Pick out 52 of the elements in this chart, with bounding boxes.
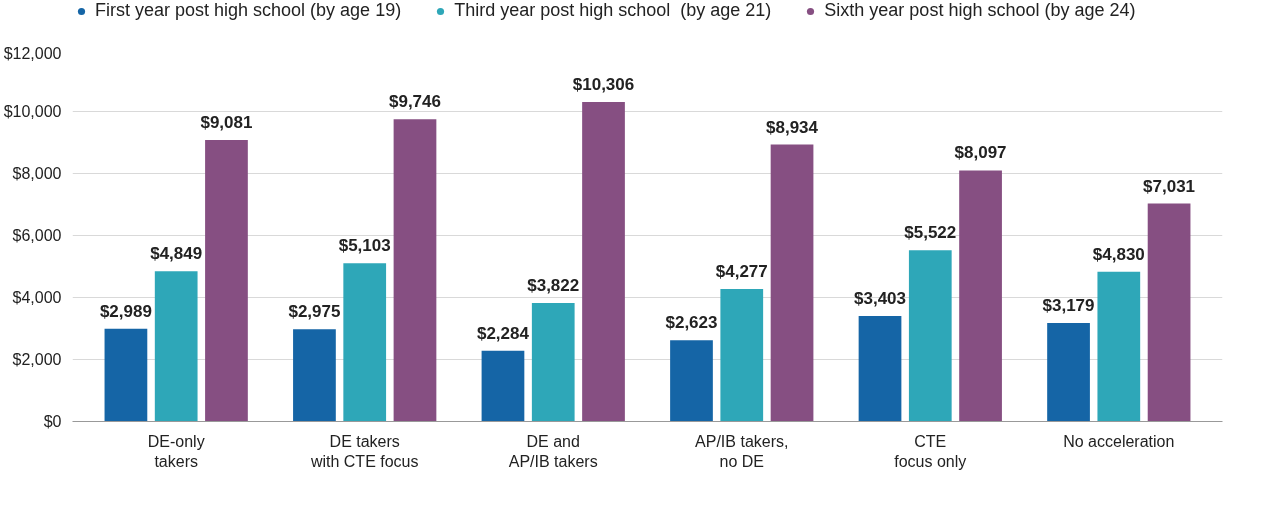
y-tick-label: $12,000 [3,44,62,62]
y-tick-label: $6,000 [12,227,62,244]
bar [770,144,814,422]
x-tick-label: DE-only takers [147,432,205,470]
y-tick-label: $4,000 [12,289,62,306]
data-label: $4,277 [715,261,768,281]
data-label: $9,746 [388,92,441,112]
data-label: $2,975 [288,302,341,322]
bar [582,102,625,422]
bar [1147,203,1191,422]
data-label: $10,306 [572,75,635,95]
data-label: $8,934 [766,117,819,137]
legend-label: Sixth year post high school (by age 24) [824,0,1136,21]
bar [1097,271,1141,422]
legend-label: Third year post high school (by age 21) [454,0,772,21]
x-tick-label: AP/IB takers, no DE [695,432,789,470]
bar [670,340,713,422]
bar [1047,322,1090,422]
bar [205,139,248,422]
x-tick-label: DE and AP/IB takers [508,432,598,470]
bar [959,170,1002,422]
x-tick-label: DE takers with CTE focus [309,432,419,470]
data-label: $8,097 [954,143,1007,163]
bar [393,119,437,422]
data-label: $9,081 [200,112,253,132]
bar [908,250,952,422]
data-label: $3,179 [1042,295,1095,315]
bar [481,350,525,422]
data-label: $2,623 [665,313,718,333]
y-tick-label: $0 [43,413,62,430]
bar [104,328,148,422]
data-label: $5,103 [338,236,391,256]
bar [858,316,902,422]
data-label: $2,284 [476,323,530,343]
data-label: $3,822 [527,276,580,296]
data-label: $7,031 [1143,176,1196,196]
y-tick-label: $2,000 [12,351,62,368]
bar [531,303,575,422]
data-label: $2,989 [99,301,152,321]
x-tick-label: No acceleration [1063,432,1175,450]
y-tick-label: $10,000 [3,103,62,120]
data-label: $5,522 [904,223,957,243]
x-tick-label: CTE focus only [894,432,967,470]
y-tick-label: $8,000 [12,165,62,182]
bar [154,271,198,422]
bar [343,263,387,422]
data-label: $3,403 [854,289,907,309]
bar [293,329,336,422]
data-label: $4,849 [150,244,203,264]
bar [720,288,764,422]
data-label: $4,830 [1092,244,1145,264]
legend-label: First year post high school (by age 19) [95,0,402,21]
